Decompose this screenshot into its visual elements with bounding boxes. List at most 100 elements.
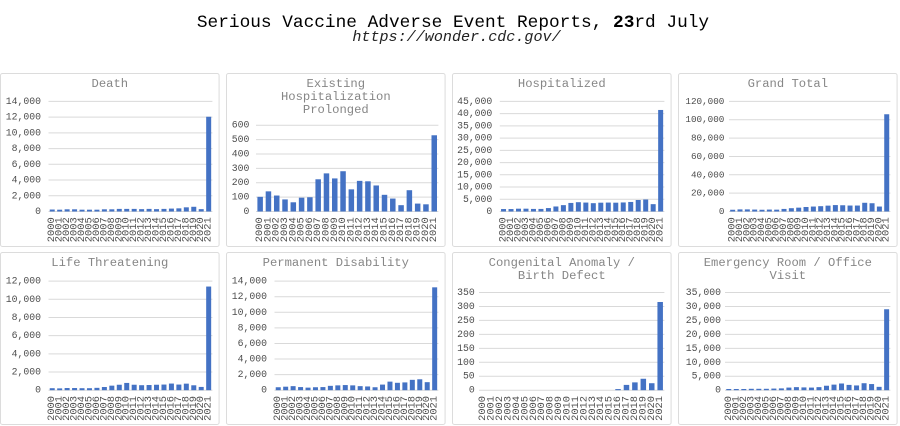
svg-text:2012: 2012 (578, 396, 590, 421)
svg-text:2012: 2012 (136, 217, 148, 242)
svg-text:2001: 2001 (54, 396, 66, 421)
svg-text:2014: 2014 (377, 396, 389, 421)
svg-text:30,000: 30,000 (457, 132, 492, 143)
svg-text:600: 600 (232, 119, 250, 130)
svg-text:2014: 2014 (151, 217, 163, 242)
svg-text:2017: 2017 (173, 217, 185, 242)
svg-text:2018: 2018 (181, 217, 193, 242)
svg-text:2018: 2018 (181, 396, 193, 421)
svg-text:2006: 2006 (317, 396, 329, 421)
svg-text:2,000: 2,000 (12, 367, 41, 378)
svg-text:2015: 2015 (604, 396, 616, 421)
svg-text:2000: 2000 (498, 217, 510, 242)
svg-text:2003: 2003 (69, 217, 81, 242)
svg-text:2010: 2010 (572, 217, 584, 242)
svg-text:2014: 2014 (370, 217, 382, 242)
svg-text:2003: 2003 (69, 396, 81, 421)
svg-text:Congenital Anomaly /: Congenital Anomaly / (489, 256, 635, 270)
svg-text:2013: 2013 (362, 217, 374, 242)
svg-text:350: 350 (457, 287, 475, 298)
svg-text:2011: 2011 (129, 217, 141, 242)
svg-text:2016: 2016 (166, 217, 178, 242)
svg-text:2018: 2018 (858, 396, 870, 421)
svg-text:2,000: 2,000 (12, 190, 41, 201)
svg-text:Emergency Room / Office: Emergency Room / Office (704, 256, 872, 270)
svg-text:80,000: 80,000 (691, 132, 724, 143)
svg-text:2002: 2002 (271, 217, 283, 242)
svg-text:2017: 2017 (625, 217, 637, 242)
svg-text:0: 0 (244, 206, 250, 217)
svg-text:6,000: 6,000 (238, 338, 267, 349)
svg-text:2001: 2001 (734, 217, 746, 242)
svg-text:2009: 2009 (114, 396, 126, 421)
svg-text:2012: 2012 (815, 217, 827, 242)
svg-text:Prolonged: Prolonged (303, 103, 369, 117)
svg-text:2008: 2008 (783, 396, 795, 421)
svg-text:Life Threatening: Life Threatening (52, 256, 169, 270)
svg-text:4,000: 4,000 (12, 349, 41, 360)
svg-text:40,000: 40,000 (457, 108, 492, 119)
svg-text:2013: 2013 (822, 217, 834, 242)
svg-text:2005: 2005 (84, 217, 96, 242)
svg-text:2011: 2011 (808, 217, 820, 242)
svg-text:2009: 2009 (339, 396, 351, 421)
svg-text:2010: 2010 (800, 217, 812, 242)
svg-text:2015: 2015 (837, 217, 849, 242)
svg-text:2017: 2017 (399, 396, 411, 421)
svg-text:2013: 2013 (821, 396, 833, 421)
svg-text:2015: 2015 (379, 217, 391, 242)
svg-text:2009: 2009 (553, 396, 565, 421)
svg-text:10,000: 10,000 (232, 307, 267, 318)
svg-text:2004: 2004 (753, 396, 765, 421)
svg-text:2009: 2009 (114, 217, 126, 242)
svg-text:2020: 2020 (874, 217, 886, 242)
svg-text:2017: 2017 (173, 396, 185, 421)
svg-text:2021: 2021 (881, 217, 893, 242)
svg-text:2004: 2004 (756, 217, 768, 242)
svg-text:2019: 2019 (412, 217, 424, 242)
svg-text:2010: 2010 (347, 396, 359, 421)
svg-text:0: 0 (715, 385, 721, 396)
svg-text:2020: 2020 (420, 217, 432, 242)
svg-text:12,000: 12,000 (6, 111, 41, 122)
svg-text:40,000: 40,000 (691, 169, 724, 180)
svg-text:2020: 2020 (646, 396, 658, 421)
svg-text:2009: 2009 (329, 217, 341, 242)
svg-text:2014: 2014 (830, 217, 842, 242)
svg-text:2007: 2007 (325, 396, 337, 421)
svg-text:5,000: 5,000 (692, 371, 721, 382)
svg-text:0: 0 (36, 206, 42, 217)
svg-text:2000: 2000 (272, 396, 284, 421)
svg-text:2011: 2011 (806, 396, 818, 421)
svg-text:2005: 2005 (761, 396, 773, 421)
svg-text:Birth Defect: Birth Defect (518, 269, 606, 283)
svg-text:2012: 2012 (136, 396, 148, 421)
svg-text:2008: 2008 (321, 217, 333, 242)
svg-text:60,000: 60,000 (691, 151, 724, 162)
svg-text:2004: 2004 (76, 217, 88, 242)
svg-text:2018: 2018 (859, 217, 871, 242)
svg-text:2006: 2006 (768, 396, 780, 421)
svg-text:2003: 2003 (520, 217, 532, 242)
svg-text:300: 300 (457, 301, 475, 312)
svg-text:2017: 2017 (620, 396, 632, 421)
svg-text:2016: 2016 (166, 396, 178, 421)
svg-text:2016: 2016 (844, 217, 856, 242)
svg-text:2015: 2015 (384, 396, 396, 421)
svg-text:Permanent Disability: Permanent Disability (263, 256, 409, 270)
svg-text:2016: 2016 (387, 217, 399, 242)
svg-text:15,000: 15,000 (457, 169, 492, 180)
svg-text:2005: 2005 (764, 217, 776, 242)
svg-text:8,000: 8,000 (238, 323, 267, 334)
svg-text:2008: 2008 (557, 217, 569, 242)
svg-text:2000: 2000 (254, 217, 266, 242)
svg-text:2020: 2020 (196, 217, 208, 242)
svg-text:2007: 2007 (550, 217, 562, 242)
svg-text:200: 200 (457, 329, 475, 340)
svg-text:2002: 2002 (742, 217, 754, 242)
svg-text:2018: 2018 (632, 217, 644, 242)
svg-text:2011: 2011 (346, 217, 358, 242)
svg-text:100: 100 (457, 357, 475, 368)
svg-text:8,000: 8,000 (12, 143, 41, 154)
svg-text:Visit: Visit (770, 269, 807, 283)
